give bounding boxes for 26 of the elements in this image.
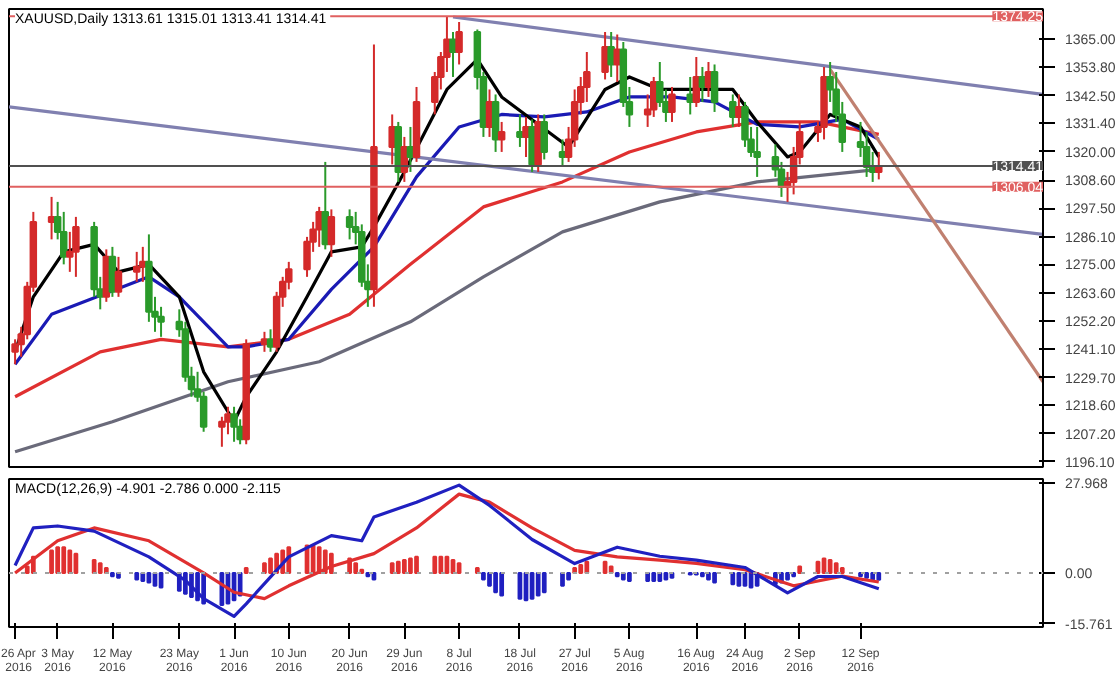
candlestick <box>753 125 761 178</box>
candlestick <box>218 415 226 448</box>
candlestick <box>315 205 323 248</box>
candlestick <box>540 113 548 161</box>
candlestick <box>157 305 165 338</box>
candlestick <box>230 405 238 443</box>
candlestick <box>613 33 621 83</box>
candlestick <box>60 210 68 266</box>
candlestick <box>266 328 275 353</box>
candlestick <box>534 113 542 173</box>
candlestick <box>455 20 463 66</box>
candlestick <box>388 113 396 166</box>
candlestick <box>710 63 719 113</box>
candlestick <box>686 75 694 116</box>
candlestick <box>345 208 354 241</box>
candlestick <box>132 250 141 283</box>
candlestick <box>497 120 506 153</box>
candlestick <box>491 93 500 153</box>
candlestick <box>72 215 80 278</box>
candlestick <box>875 150 883 181</box>
line-series <box>13 492 881 601</box>
candlestick <box>327 208 336 258</box>
candlestick <box>729 93 737 128</box>
candlestick <box>668 85 676 123</box>
candlestick <box>114 255 123 298</box>
line-series <box>13 483 881 618</box>
